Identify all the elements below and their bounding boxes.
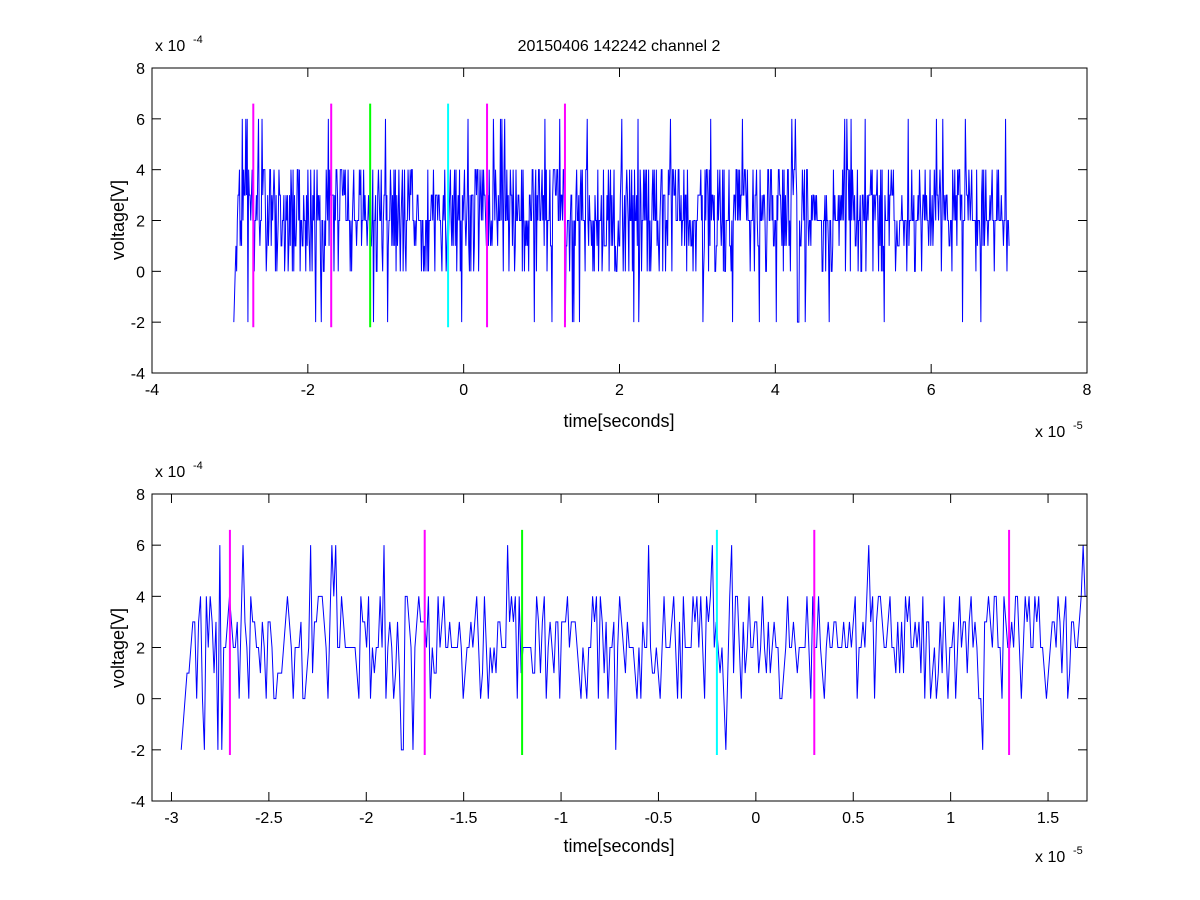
top-y-tick-label: 4 <box>136 163 145 180</box>
top-x-axis-label: time[seconds] <box>563 411 674 431</box>
top-y-tick-label: 2 <box>136 214 145 231</box>
bottom-x-tick-label: -2 <box>359 810 373 827</box>
bottom-x-tick-label: -1 <box>554 810 568 827</box>
bottom-x-tick-label: 0 <box>751 810 760 827</box>
top-x-tick-label: -4 <box>145 382 159 399</box>
top-x-tick-label: 2 <box>615 382 624 399</box>
bottom-x-tick-label: 1.5 <box>1037 810 1059 827</box>
bottom-y-exponent-power: -4 <box>193 460 203 472</box>
top-x-exponent-power: -5 <box>1073 420 1083 432</box>
top-plot: 20150406 142242 channel 2 -4 -2 0 2 4 6 8 -4 -2 0… <box>108 34 1092 441</box>
bottom-x-tick-label: -2.5 <box>255 810 283 827</box>
top-x-tick-label: 6 <box>927 382 936 399</box>
bottom-x-exponent-power: -5 <box>1073 845 1083 857</box>
top-y-exponent-power: -4 <box>193 34 203 46</box>
top-y-tick-label: -2 <box>131 315 145 332</box>
chart-title: 20150406 142242 channel 2 <box>518 38 721 55</box>
top-plot-data <box>233 103 1010 328</box>
bottom-y-tick-label: 2 <box>136 641 145 658</box>
bottom-y-exponent: x 10 <box>155 464 185 481</box>
bottom-plot-ticks: -3 -2.5 -2 -1.5 -1 -0.5 0 0.5 1 1.5 -4 -2 0 2 4 6 8 <box>131 487 1087 827</box>
bottom-x-tick-label: 1 <box>946 810 955 827</box>
top-x-tick-label: 0 <box>459 382 468 399</box>
bottom-y-tick-label: -4 <box>131 794 145 811</box>
top-y-axis-label: voltage[V] <box>108 180 128 260</box>
bottom-plot-data <box>180 529 1087 755</box>
bottom-x-axis-label: time[seconds] <box>563 836 674 856</box>
bottom-y-tick-label: 0 <box>136 692 145 709</box>
top-y-tick-label: 8 <box>136 61 145 78</box>
top-y-tick-label: 0 <box>136 264 145 281</box>
bottom-x-exponent: x 10 <box>1035 849 1065 866</box>
top-y-tick-label: -4 <box>131 366 145 383</box>
top-x-tick-label: -2 <box>301 382 315 399</box>
top-y-exponent: x 10 <box>155 38 185 55</box>
top-plot-ticks: -4 -2 0 2 4 6 8 -4 -2 0 2 4 6 8 <box>131 61 1092 399</box>
bottom-y-tick-label: 8 <box>136 487 145 504</box>
bottom-x-tick-label: 0.5 <box>842 810 864 827</box>
top-y-tick-label: 6 <box>136 112 145 129</box>
top-x-exponent: x 10 <box>1035 424 1065 441</box>
top-x-tick-label: 4 <box>771 382 780 399</box>
bottom-y-tick-label: 4 <box>136 589 145 606</box>
bottom-x-tick-label: -0.5 <box>645 810 673 827</box>
bottom-x-tick-label: -1.5 <box>450 810 478 827</box>
bottom-y-tick-label: 6 <box>136 538 145 555</box>
bottom-signal-series-0 <box>180 545 1087 751</box>
top-x-tick-label: 8 <box>1083 382 1092 399</box>
bottom-y-axis-label: voltage[V] <box>108 608 128 688</box>
bottom-y-tick-label: -2 <box>131 743 145 760</box>
bottom-x-tick-label: -3 <box>164 810 178 827</box>
top-signal-series-0 <box>233 118 1010 323</box>
bottom-plot: -3 -2.5 -2 -1.5 -1 -0.5 0 0.5 1 1.5 -4 -2 0 2 4 6 8 time… <box>108 460 1088 866</box>
